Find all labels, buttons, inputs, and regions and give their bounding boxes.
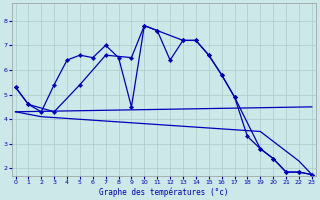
X-axis label: Graphe des températures (°c): Graphe des températures (°c)	[99, 187, 228, 197]
